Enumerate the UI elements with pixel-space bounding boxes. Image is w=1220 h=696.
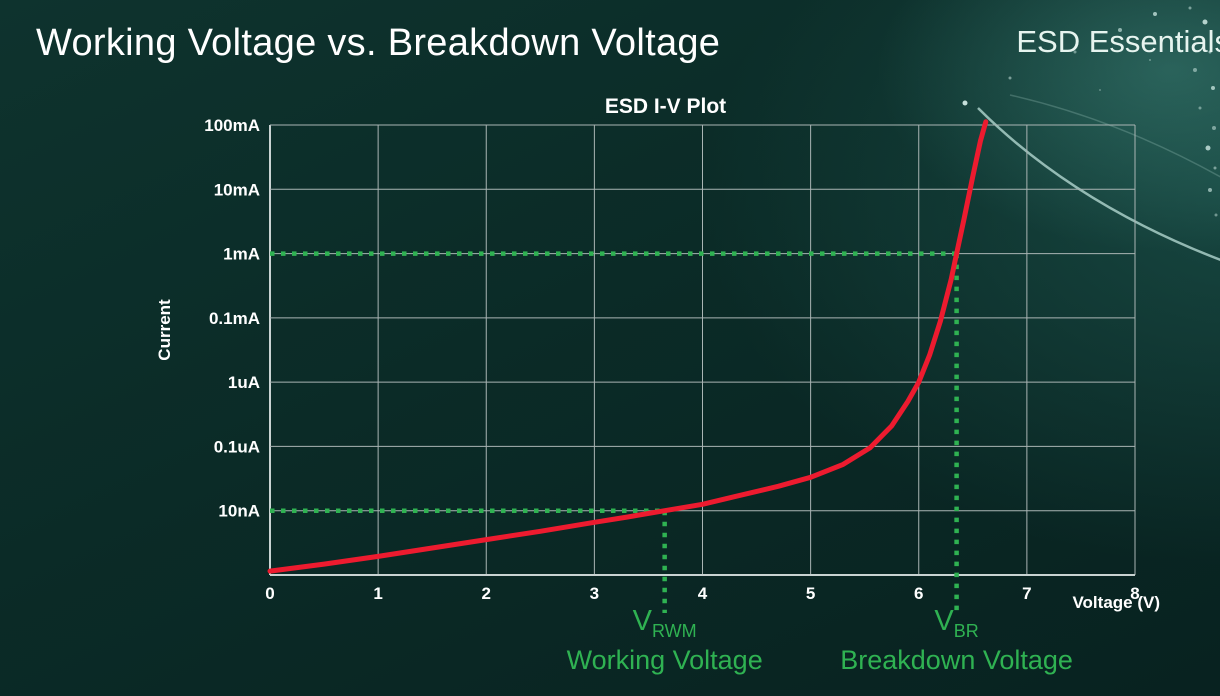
y-tick-label: 100mA bbox=[204, 116, 260, 135]
vbr-symbol: VBR bbox=[934, 605, 979, 641]
vrwm-symbol: VRWM bbox=[632, 605, 697, 641]
brand-logo-text: ESD Essentials bbox=[1016, 24, 1220, 59]
y-tick-label: 10nA bbox=[218, 502, 260, 521]
x-tick-label: 6 bbox=[914, 584, 923, 603]
iv-plot: 100mA 10mA 1mA 0.1mA 1uA 0.1uA 10nA 0 1 2 3 4 5 6 7 8 bbox=[204, 116, 1140, 613]
y-tick-label: 1mA bbox=[223, 245, 260, 264]
y-tick-label: 0.1uA bbox=[214, 437, 260, 456]
x-tick-label: 4 bbox=[698, 584, 708, 603]
x-tick-label: 7 bbox=[1022, 584, 1031, 603]
iv-curve bbox=[267, 119, 989, 574]
x-axis-label: Voltage (V) bbox=[1072, 593, 1160, 612]
vbr-caption: Breakdown Voltage bbox=[840, 644, 1073, 675]
chart-title: ESD I-V Plot bbox=[604, 95, 727, 118]
y-axis-label: Current bbox=[155, 299, 174, 361]
y-tick-label: 0.1mA bbox=[209, 309, 260, 328]
y-tick-label: 10mA bbox=[214, 180, 260, 199]
y-tick-label: 1uA bbox=[228, 373, 260, 392]
x-tick-label: 1 bbox=[373, 584, 382, 603]
vrwm-label-group: VRWM Working Voltage bbox=[566, 605, 763, 675]
x-tick-label: 0 bbox=[265, 584, 274, 603]
x-tick-label: 8 bbox=[1130, 584, 1139, 603]
slide-title: Working Voltage vs. Breakdown Voltage bbox=[36, 22, 721, 64]
vbr-label-group: VBR Breakdown Voltage bbox=[840, 605, 1073, 675]
vrwm-caption: Working Voltage bbox=[566, 644, 763, 675]
x-tick-label: 2 bbox=[482, 584, 491, 603]
x-tick-label: 5 bbox=[806, 584, 815, 603]
x-tick-label: 3 bbox=[590, 584, 599, 603]
